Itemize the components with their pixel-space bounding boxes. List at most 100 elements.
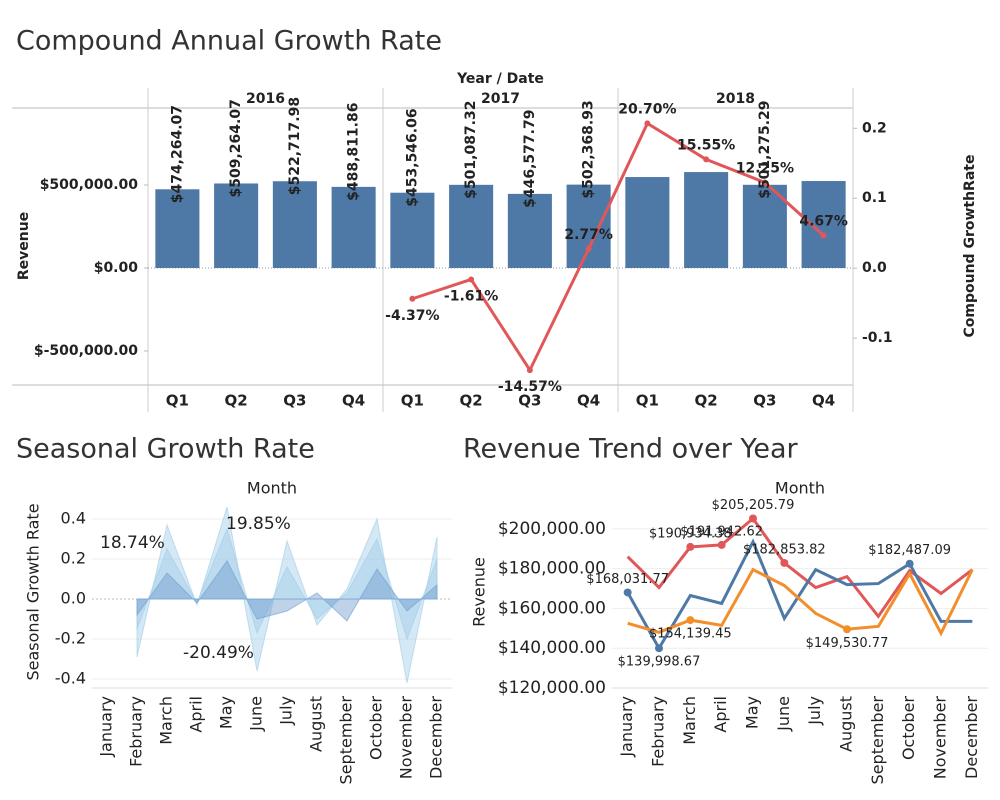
x-tick-label: Q1 (636, 392, 659, 410)
point (820, 232, 827, 239)
value-label: 15.55% (677, 137, 735, 153)
x-tick-label: May (217, 696, 236, 729)
x-title: Month (775, 479, 825, 498)
x-tick-label: Q3 (753, 392, 776, 410)
point (409, 295, 416, 302)
bar (214, 183, 259, 268)
point (585, 245, 592, 252)
value-label: 2.77% (564, 227, 613, 243)
y-tick-label: $120,000.00 (498, 678, 606, 698)
point (644, 120, 651, 127)
x-title: Year / Date (456, 71, 544, 87)
bar (390, 192, 435, 268)
y2-tick-label: 0.1 (862, 190, 887, 206)
bar (566, 184, 611, 268)
y-title: Seasonal Growth Rate (24, 503, 43, 680)
y-tick-label: $160,000.00 (498, 598, 606, 618)
x-title: Month (247, 479, 297, 498)
value-label: $446,577.79 (522, 110, 538, 208)
x-tick-label: October (367, 696, 386, 760)
value-label: $488,811.86 (346, 103, 362, 201)
x-tick-label: Q4 (342, 392, 365, 410)
x-tick-label: Q2 (695, 392, 718, 410)
value-label: 20.70% (618, 101, 676, 117)
value-label: $190,934.38 (649, 526, 732, 541)
x-tick-label: Q4 (812, 392, 835, 410)
y-tick-label: $200,000.00 (498, 519, 606, 539)
y-tick-label: 0.0 (61, 589, 86, 608)
value-label: $139,998.67 (618, 655, 701, 670)
y-tick-label: $140,000.00 (498, 638, 606, 658)
x-tick-label: Q4 (577, 392, 600, 410)
x-tick-label: March (680, 696, 699, 745)
y2-title: Compound GrowthRate (962, 155, 978, 338)
value-label: $501,087.32 (463, 101, 479, 199)
area (136, 527, 438, 641)
x-tick-label: June (247, 696, 266, 732)
point (749, 514, 757, 523)
x-tick-label: Q3 (283, 392, 306, 410)
point (761, 179, 768, 186)
y-tick-label: $-500,000.00 (34, 343, 138, 359)
x-tick-label: Q1 (401, 392, 424, 410)
x-tick-label: December (962, 696, 981, 779)
point (655, 644, 663, 653)
bar (742, 184, 787, 268)
point (843, 625, 851, 634)
annotation: -20.49% (183, 643, 254, 663)
bar (625, 177, 670, 268)
value-label: $182,853.82 (743, 542, 826, 557)
x-tick-label: Q2 (460, 392, 483, 410)
point (780, 558, 789, 567)
x-tick-label: May (743, 696, 762, 729)
y-tick-label: $180,000.00 (498, 559, 606, 579)
area (136, 560, 438, 622)
x-tick-label: Q1 (166, 392, 189, 410)
line (627, 567, 974, 637)
group-label: 2018 (716, 91, 755, 107)
group-label: 2016 (246, 91, 285, 107)
bar (331, 186, 376, 268)
chart-title: Compound Annual Growth Rate (16, 26, 442, 57)
y2-tick-label: 0.2 (862, 120, 887, 136)
x-tick-label: Q2 (225, 392, 248, 410)
x-tick-label: February (127, 696, 146, 767)
value-label: $453,546.06 (404, 108, 420, 206)
x-tick-label: December (427, 696, 446, 779)
point (526, 367, 533, 374)
x-tick-label: July (277, 696, 296, 726)
value-label: $501,275.29 (757, 100, 773, 198)
y2-tick-label: -0.1 (862, 330, 893, 346)
bar (449, 184, 494, 268)
value-label: $502,368.93 (581, 100, 597, 198)
x-tick-label: September (337, 696, 356, 785)
value-label: $205,205.79 (712, 498, 795, 513)
x-tick-label: April (187, 696, 206, 733)
y-tick-label: 0.4 (61, 509, 86, 528)
y-tick-label: $500,000.00 (40, 177, 139, 193)
area (136, 506, 438, 684)
value-label: 12.25% (736, 160, 794, 176)
point (717, 540, 726, 549)
x-tick-label: August (837, 696, 856, 752)
value-label: $168,031.77 (586, 572, 669, 587)
bar (155, 189, 200, 268)
line (626, 538, 973, 652)
bar (801, 181, 846, 268)
point (686, 616, 695, 625)
bar (272, 181, 317, 268)
annotation: 18.74% (100, 533, 165, 553)
chart-title: Seasonal Growth Rate (16, 434, 315, 465)
x-tick-label: September (868, 696, 887, 785)
y-tick-label: -0.4 (55, 669, 86, 688)
y-title: Revenue (470, 557, 489, 627)
value-label: -14.57% (498, 379, 562, 395)
bar (684, 172, 729, 268)
value-label: -4.37% (385, 308, 439, 324)
x-tick-label: November (397, 696, 416, 780)
value-label: $154,139.45 (649, 627, 732, 642)
point (905, 559, 914, 568)
x-tick-label: November (931, 696, 950, 780)
x-tick-label: Q3 (518, 392, 541, 410)
value-label: $191,942.62 (680, 524, 763, 539)
